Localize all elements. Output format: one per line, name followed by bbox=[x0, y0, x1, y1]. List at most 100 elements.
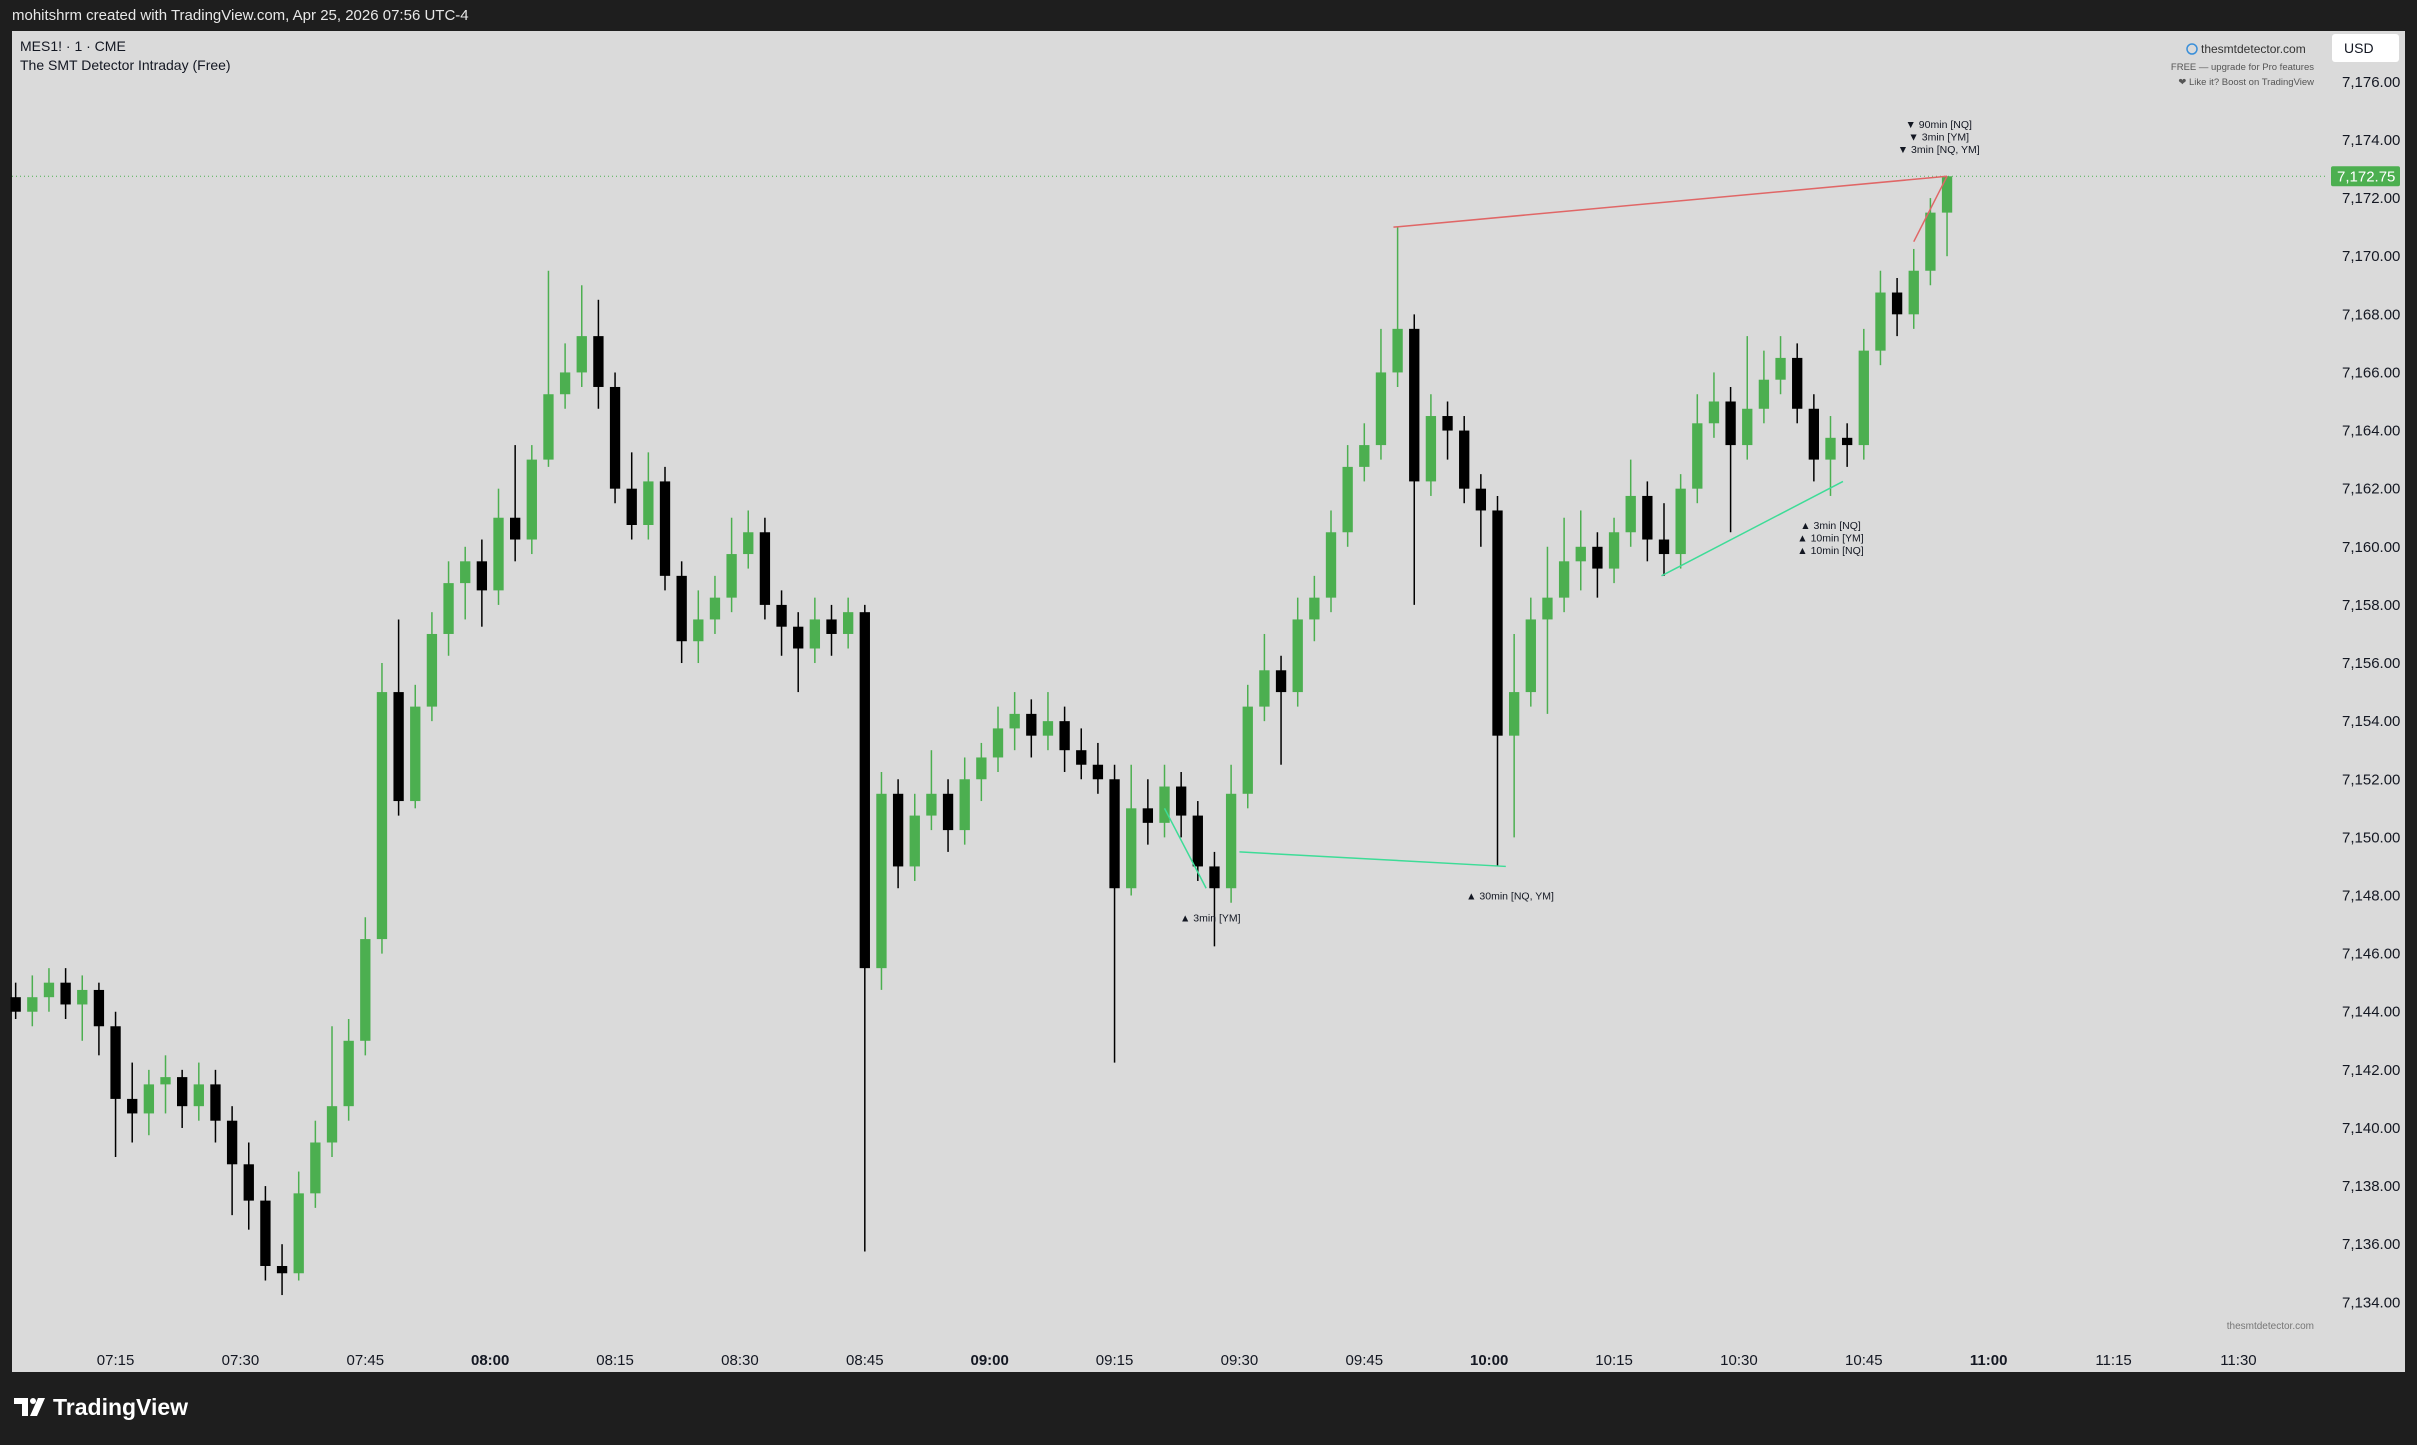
x-tick-label: 07:15 bbox=[97, 1352, 135, 1369]
candle-body bbox=[1092, 764, 1104, 780]
candle-body bbox=[1425, 416, 1437, 482]
candle-body bbox=[1126, 808, 1137, 889]
y-tick-label: 7,140.00 bbox=[2342, 1120, 2400, 1137]
candle-body bbox=[842, 612, 854, 634]
smt-annotation: ▲ 3min [YM] bbox=[1180, 912, 1241, 924]
candle-body bbox=[1542, 597, 1553, 620]
candle-body bbox=[859, 612, 870, 969]
candle-body bbox=[576, 336, 587, 373]
candle-body bbox=[177, 1077, 188, 1107]
candle-body bbox=[1608, 532, 1620, 569]
candle-body bbox=[1575, 546, 1586, 562]
candle-body bbox=[509, 517, 521, 540]
candle-body bbox=[526, 459, 537, 540]
candle-body bbox=[676, 575, 687, 642]
brand-name[interactable]: TradingView bbox=[53, 1394, 188, 1420]
candle-body bbox=[892, 793, 904, 867]
candle-body bbox=[1109, 779, 1120, 889]
currency-box[interactable] bbox=[2332, 34, 2399, 62]
candle-body bbox=[643, 481, 654, 525]
y-tick-label: 7,156.00 bbox=[2342, 655, 2400, 672]
x-tick-label: 10:15 bbox=[1595, 1352, 1633, 1369]
smt-line bbox=[1913, 175, 1948, 243]
candle-body bbox=[1409, 328, 1420, 482]
x-tick-label: 11:15 bbox=[2095, 1352, 2131, 1369]
y-tick-label: 7,174.00 bbox=[2342, 132, 2400, 149]
candle-body bbox=[127, 1098, 138, 1114]
currency[interactable]: USD bbox=[2344, 40, 2374, 56]
candle-body bbox=[276, 1265, 288, 1274]
brand-logo bbox=[14, 1398, 45, 1416]
candle-body bbox=[1908, 270, 1919, 315]
smt-annotation: ▲ 10min [YM] bbox=[1797, 532, 1863, 544]
candle-body bbox=[1525, 619, 1536, 693]
candle-body bbox=[909, 815, 920, 867]
chart-subtitle: The SMT Detector Intraday (Free) bbox=[20, 57, 231, 73]
y-tick-label: 7,170.00 bbox=[2342, 248, 2400, 265]
last-price-box bbox=[2331, 166, 2400, 187]
candle-body bbox=[1742, 408, 1753, 446]
candle-body bbox=[1941, 176, 1953, 213]
candle-body bbox=[1492, 510, 1503, 736]
candle-body bbox=[1209, 866, 1220, 889]
chart-title: MES1! · 1 · CME bbox=[20, 38, 126, 54]
candle-body bbox=[1442, 416, 1453, 431]
candle-body bbox=[1758, 379, 1770, 409]
candle-body bbox=[1558, 561, 1570, 598]
candle-body bbox=[1841, 437, 1853, 446]
candle-body bbox=[1026, 713, 1037, 736]
x-tick-label: 09:30 bbox=[1221, 1352, 1259, 1369]
x-tick-label: 07:30 bbox=[222, 1352, 260, 1369]
candle-body bbox=[1175, 786, 1187, 816]
chart-panel bbox=[12, 31, 2405, 1372]
smt-line bbox=[1163, 807, 1207, 889]
y-tick-label: 7,168.00 bbox=[2342, 306, 2400, 323]
candle-body bbox=[27, 997, 38, 1012]
candle-body bbox=[1692, 423, 1703, 489]
y-tick-label: 7,150.00 bbox=[2342, 829, 2400, 846]
candle-body bbox=[1592, 546, 1603, 569]
candle-body bbox=[626, 488, 637, 525]
candle-body bbox=[1891, 292, 1903, 315]
footer-site: thesmtdetector.com bbox=[2227, 1321, 2314, 1332]
upgrade-note: FREE — upgrade for Pro features bbox=[2171, 62, 2314, 73]
globe-icon bbox=[2186, 43, 2198, 55]
candle-body bbox=[609, 386, 621, 489]
y-tick-label: 7,146.00 bbox=[2342, 946, 2400, 963]
candle-body bbox=[43, 982, 55, 998]
candle-body bbox=[942, 793, 954, 831]
candle-body bbox=[77, 989, 88, 1005]
candle-body bbox=[1159, 786, 1170, 823]
candle-body bbox=[1792, 357, 1803, 409]
x-tick-label: 10:30 bbox=[1720, 1352, 1758, 1369]
candle-body bbox=[1375, 372, 1387, 446]
candle-body bbox=[493, 517, 504, 591]
candle-body bbox=[1675, 488, 1686, 555]
smt-line bbox=[1239, 851, 1506, 868]
smt-line bbox=[1393, 175, 1948, 228]
candle-body bbox=[743, 532, 754, 555]
candle-body bbox=[693, 619, 704, 642]
candle-body bbox=[1658, 539, 1670, 555]
site-name[interactable]: thesmtdetector.com bbox=[2201, 42, 2306, 56]
candle-body bbox=[1142, 808, 1154, 823]
candle-body bbox=[543, 394, 554, 460]
y-tick-label: 7,148.00 bbox=[2342, 887, 2400, 904]
candle-body bbox=[1775, 357, 1786, 380]
boost-note[interactable]: ❤ Like it? Boost on TradingView bbox=[2178, 77, 2314, 88]
x-tick-label: 11:30 bbox=[2220, 1352, 2256, 1369]
candle-body bbox=[243, 1164, 254, 1201]
candle-body bbox=[1808, 408, 1820, 460]
smt-annotation: ▼ 90min [NQ] bbox=[1906, 119, 1972, 131]
x-tick-label: 09:45 bbox=[1346, 1352, 1384, 1369]
candle-body bbox=[659, 481, 671, 576]
smt-annotation: ▼ 3min [YM] bbox=[1908, 131, 1969, 143]
candle-body bbox=[1076, 750, 1087, 765]
candle-body bbox=[1225, 793, 1237, 889]
candle-body bbox=[443, 583, 454, 634]
x-tick-label: 08:30 bbox=[721, 1352, 759, 1369]
y-tick-label: 7,138.00 bbox=[2342, 1178, 2400, 1195]
y-tick-label: 7,136.00 bbox=[2342, 1236, 2400, 1253]
